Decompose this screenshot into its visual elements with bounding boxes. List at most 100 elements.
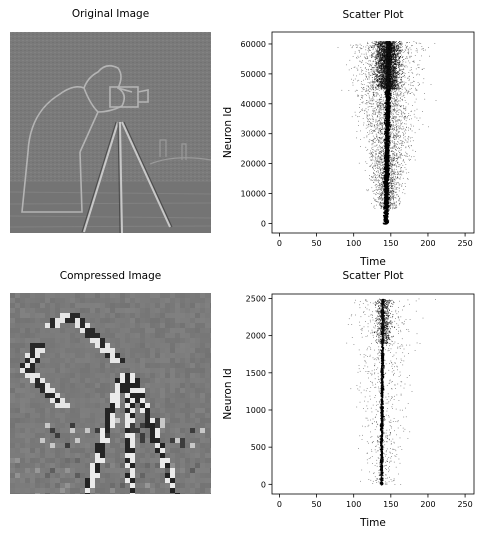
scatter-point [395,64,397,65]
scatter-point [382,52,384,53]
scatter-point [382,50,383,52]
scatter-point [396,80,398,82]
scatter-point [385,167,387,170]
scatter-point [387,61,389,62]
scatter-point [387,105,389,108]
scatter-point [392,75,394,77]
scatter-point [396,80,398,82]
scatter-point [397,56,399,57]
scatter-point [372,46,374,48]
scatter-point [382,45,384,47]
scatter-point [381,42,383,44]
scatter-point [389,92,391,94]
scatter-point [396,54,398,56]
scatter-point [387,135,389,138]
scatter-point [394,77,396,79]
scatter-point [379,45,380,47]
scatter-point [388,58,390,60]
scatter-point [380,45,382,47]
scatter-point [383,171,385,173]
scatter-point [393,47,395,48]
scatter-point [387,81,389,83]
scatter-point [398,88,400,90]
scatter-point [386,132,388,134]
scatter-point [394,59,396,61]
scatter-point [385,149,387,151]
scatter-point [399,82,401,84]
scatter-point [386,223,388,225]
scatter-point [378,50,380,52]
scatter-point [377,68,379,70]
scatter-point [387,82,389,84]
scatter-point [386,62,387,64]
scatter-point [386,145,388,147]
scatter-point [377,69,379,71]
scatter-point [388,137,390,139]
scatter-point [387,87,389,89]
scatter-point [393,71,395,73]
scatter-point [390,59,391,61]
scatter-point [395,177,396,179]
scatter-point [395,47,397,49]
scatter-point [396,77,398,79]
original-image-panel: Original Image [0,0,220,250]
scatter-point [390,53,391,55]
scatter-point [377,50,379,52]
scatter-point [384,64,386,66]
scatter-point [378,61,380,63]
scatter-point [385,135,387,138]
scatter-point [384,91,386,94]
scatter-point [372,132,374,134]
scatter-point [376,50,378,52]
scatter-point [386,107,388,109]
scatter-point [387,153,389,155]
scatter-point [395,44,397,46]
scatter-point [398,127,400,129]
scatter-point [386,76,388,78]
scatter-point [391,83,393,84]
scatter-point [396,66,397,68]
scatter-point [386,125,388,127]
scatter-point [389,55,391,57]
scatter-point [379,53,381,55]
scatter-point [384,71,386,73]
scatter-point [386,108,388,110]
scatter-point [385,184,387,186]
scatter-point [384,48,385,50]
scatter-point [384,53,385,55]
scatter-point [395,54,397,56]
scatter-point [386,136,388,138]
scatter-point [394,45,396,47]
scatter-point [384,84,386,85]
scatter-point [381,51,383,52]
scatter-point [377,47,379,49]
scatter-point [386,90,389,93]
scatter-point [381,59,383,61]
scatter-point [385,92,387,94]
scatter-point [390,45,391,46]
scatter-point [395,67,397,69]
scatter-point [391,73,393,75]
scatter-point [388,174,390,175]
scatter-point [397,44,398,46]
scatter-point [384,60,386,62]
scatter-point [393,60,395,62]
scatter-point [385,140,388,142]
scatter-point [396,61,398,63]
scatter-point [386,200,388,202]
scatter-point [385,84,386,86]
scatter-point [393,87,395,89]
scatter-point [373,43,375,44]
scatter-point [390,49,392,51]
scatter-point [385,220,388,222]
scatter-point [391,79,393,80]
scatter-point [398,65,400,67]
scatter-point [391,62,393,63]
scatter-point [380,55,382,57]
scatter-point [386,57,387,59]
scatter-point [383,48,385,50]
compressed-image-title: Compressed Image [59,270,162,282]
scatter-point [383,50,385,52]
scatter-point [386,41,388,42]
scatter-point [395,63,397,65]
